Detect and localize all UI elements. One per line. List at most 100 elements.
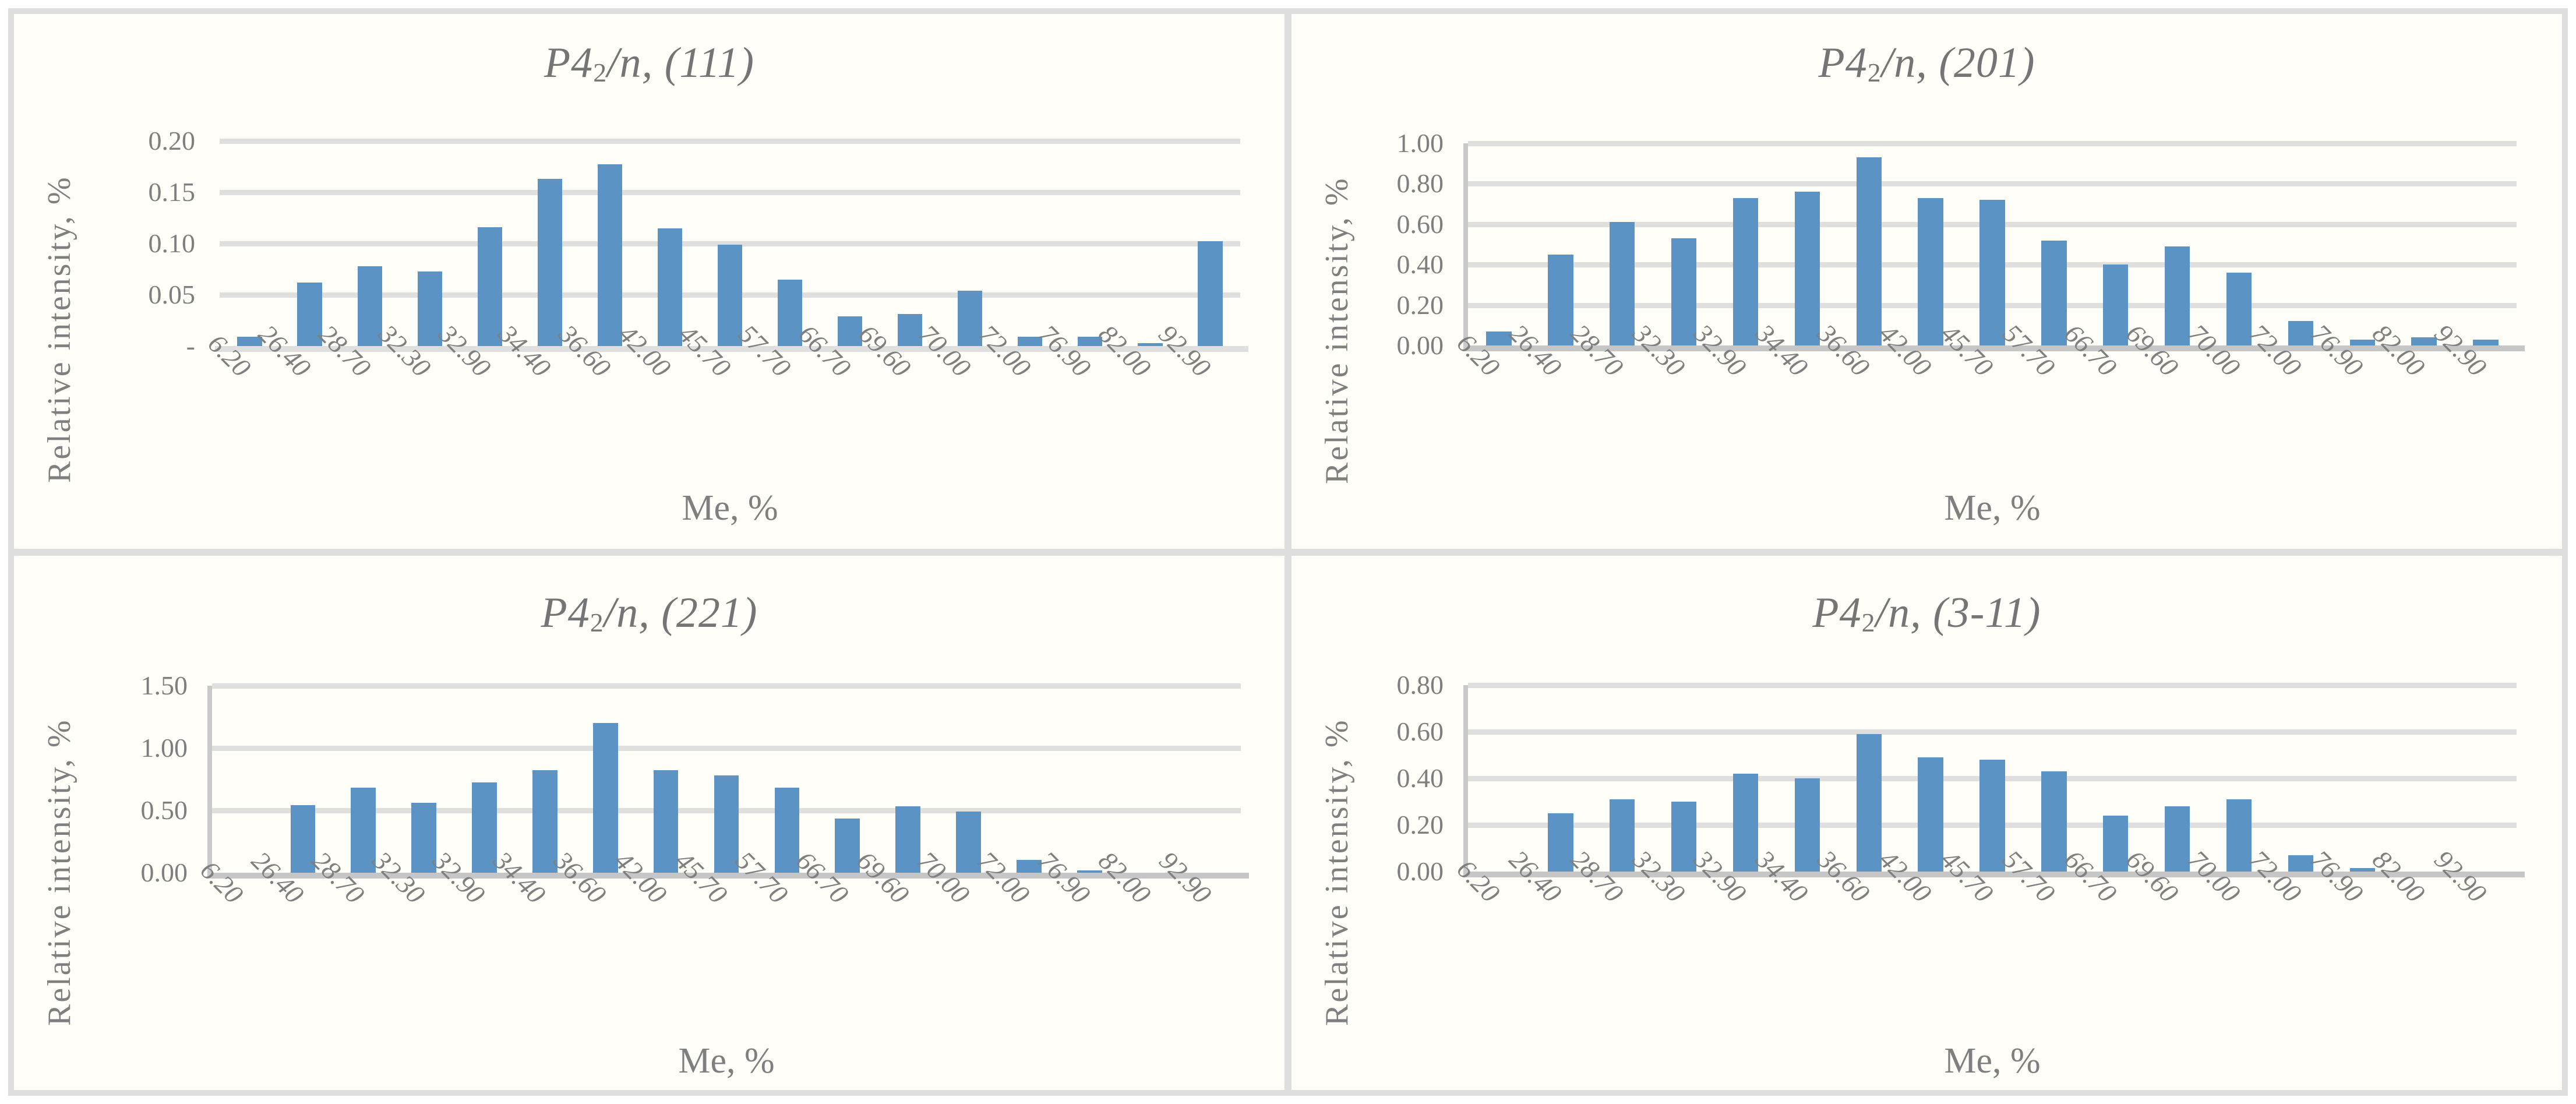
bar-28.70 [1610, 222, 1635, 345]
title-space-group-2: /n [604, 588, 639, 637]
bar-72.00 [1017, 860, 1042, 873]
figure-frame: P42/n, (111) Relative intensity, % Me, %… [8, 8, 2568, 1096]
bar-70.00 [2226, 273, 2252, 345]
bar-26.40 [290, 805, 316, 873]
bar-6.20 [1486, 331, 1512, 345]
bar-34.40 [1794, 192, 1820, 345]
bar-76.90 [2349, 339, 2375, 345]
bar-92.90 [1198, 241, 1223, 346]
title-plane: , (221) [638, 588, 758, 637]
bar-28.70 [357, 266, 382, 346]
title-subscript: 2 [593, 58, 608, 88]
title-space-group: P4 [1812, 588, 1862, 637]
y-tick-label: 1.00 [1396, 128, 1444, 158]
plot-area [1463, 682, 2525, 877]
y-tick-label: 0.40 [1396, 249, 1444, 280]
bar-45.70 [717, 244, 743, 346]
bar-32.30 [417, 271, 442, 346]
bar-69.60 [2164, 806, 2190, 872]
title-space-group: P4 [541, 588, 590, 637]
gridline [220, 139, 1240, 144]
bar-26.40 [1548, 254, 1573, 345]
bar-45.70 [1979, 759, 2005, 872]
bar-42.00 [653, 770, 679, 873]
y-tick-label: 1.00 [140, 732, 188, 763]
bar-69.60 [2164, 246, 2190, 345]
chart-panel-3-11: P42/n, (3-11) Relative intensity, % Me, … [1291, 555, 2562, 1090]
bar-32.90 [1732, 197, 1759, 345]
bar-42.00 [657, 228, 683, 346]
bar-42.00 [1918, 197, 1943, 345]
y-tick-label: 0.20 [1396, 809, 1444, 840]
bar-32.90 [477, 227, 502, 346]
y-axis-title: Relative intensity, % [41, 718, 77, 1026]
title-plane: , (201) [1916, 39, 2035, 87]
chart-panel-221: P42/n, (221) Relative intensity, % Me, %… [14, 555, 1285, 1090]
gridline [220, 190, 1240, 195]
bar-45.70 [714, 775, 739, 873]
x-axis-line [1463, 871, 2525, 877]
title-subscript: 2 [1867, 58, 1882, 88]
y-tick-label: 0.60 [1396, 716, 1444, 746]
x-axis-title: Me, % [1944, 1041, 2041, 1081]
bar-32.30 [1671, 238, 1697, 345]
y-tick-label: 1.50 [140, 670, 188, 700]
gridline [1468, 141, 2517, 146]
bar-28.70 [1610, 799, 1635, 872]
bar-36.60 [597, 164, 622, 346]
bar-72.00 [2288, 855, 2314, 872]
bar-66.70 [2103, 815, 2129, 872]
gridline [220, 241, 1240, 246]
bar-34.40 [537, 179, 562, 346]
bar-76.90 [1077, 870, 1102, 873]
bar-45.70 [1979, 200, 2005, 345]
bar-76.90 [2349, 867, 2375, 872]
x-axis-line [215, 346, 1248, 352]
bar-69.60 [895, 806, 920, 873]
bar-76.90 [1078, 337, 1103, 346]
y-tick-label: 0.20 [1396, 290, 1444, 320]
bar-36.60 [1856, 157, 1882, 345]
y-tick-label: 0.80 [1396, 669, 1444, 700]
plot-area [215, 139, 1248, 352]
bar-66.70 [2103, 264, 2129, 345]
y-tick-label: 0.40 [1396, 763, 1444, 793]
chart-title: P42/n, (221) [14, 588, 1285, 638]
bar-32.30 [1671, 801, 1697, 872]
bar-66.70 [837, 316, 863, 346]
bar-32.30 [411, 802, 436, 873]
bar-69.60 [898, 314, 923, 346]
title-space-group-2: /n [1875, 588, 1911, 637]
bar-32.90 [472, 782, 497, 873]
bar-26.40 [1548, 813, 1573, 872]
bar-57.70 [774, 787, 800, 873]
bar-66.70 [835, 819, 860, 873]
bar-32.90 [1732, 773, 1759, 872]
y-tick-label: 0.00 [1396, 856, 1444, 886]
chart-title: P42/n, (201) [1291, 38, 2562, 88]
y-tick-label: 0.60 [1396, 209, 1444, 239]
title-space-group-2: /n [1881, 39, 1917, 87]
bar-28.70 [351, 787, 376, 873]
bar-70.00 [958, 290, 983, 346]
y-axis-line [1463, 685, 1468, 877]
bar-57.70 [2041, 240, 2067, 345]
chart-title: P42/n, (111) [14, 38, 1285, 88]
bar-57.70 [777, 279, 803, 346]
bar-92.90 [2473, 339, 2499, 345]
y-tick-label: 0.50 [140, 795, 188, 825]
title-space-group-2: /n [607, 39, 642, 87]
chart-panel-201: P42/n, (201) Relative intensity, % Me, %… [1291, 14, 2562, 549]
bar-34.40 [532, 770, 557, 873]
bar-72.00 [1018, 337, 1043, 346]
title-subscript: 2 [590, 607, 604, 637]
y-tick-label: 0.20 [148, 126, 196, 156]
bar-34.40 [1794, 778, 1820, 872]
chart-title: P42/n, (3-11) [1291, 588, 2562, 638]
y-axis-line [207, 685, 212, 879]
y-axis-title: Relative intensity, % [41, 175, 77, 483]
y-tick-label: 0.00 [140, 857, 188, 887]
y-tick-label: 0.10 [148, 228, 196, 258]
chart-panel-111: P42/n, (111) Relative intensity, % Me, %… [14, 14, 1285, 549]
